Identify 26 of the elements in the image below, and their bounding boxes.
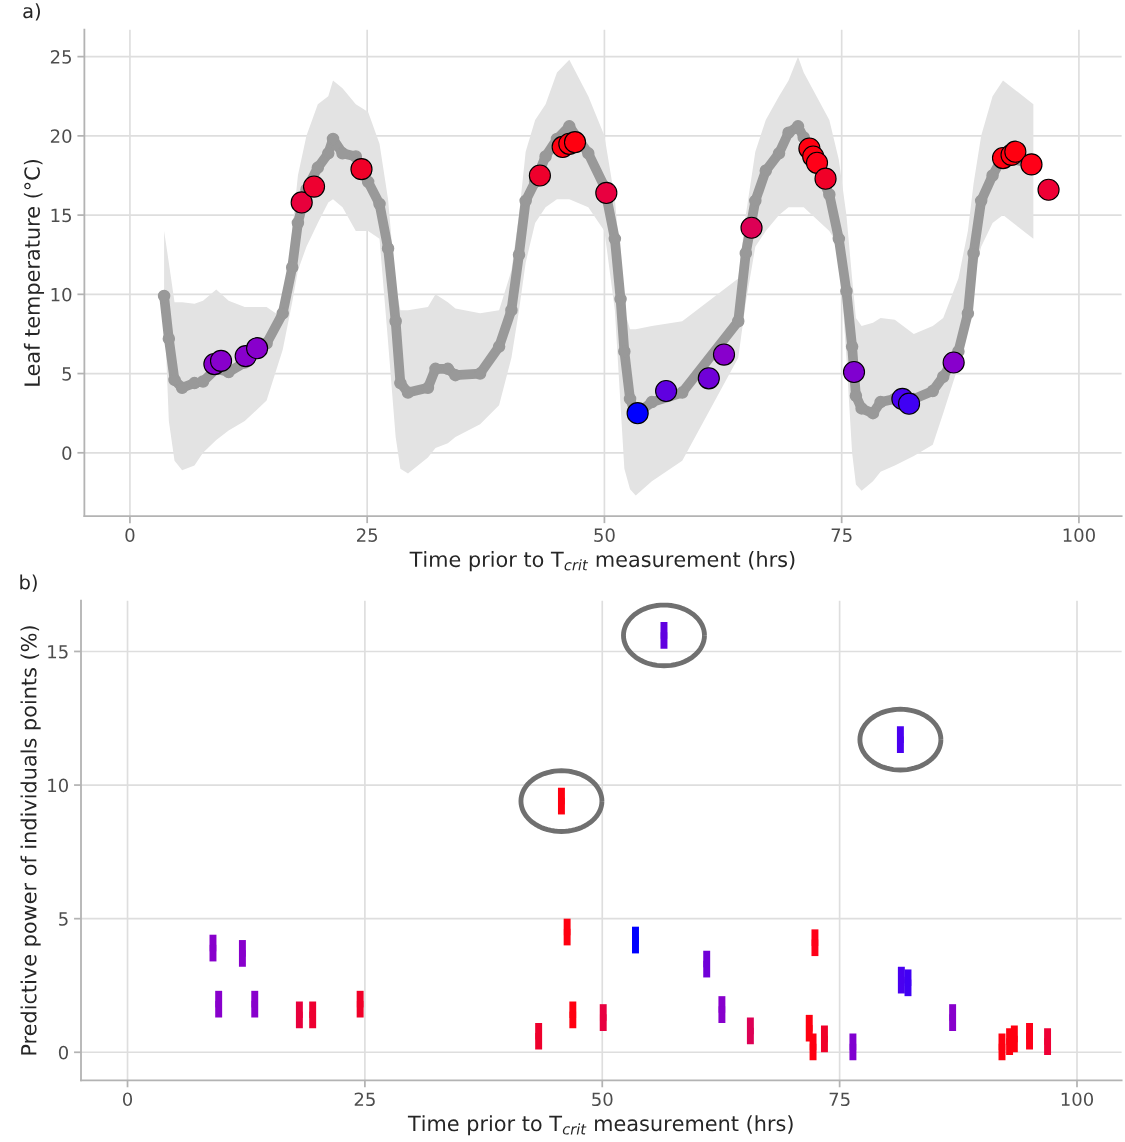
x-tick-label: 100: [1061, 1092, 1094, 1107]
chart-title: b): [20, 574, 37, 592]
x-axis-title: Time prior to T$_{crit}$ measurement (hrs): [407, 1115, 793, 1136]
y-tick-label: 10: [48, 778, 68, 793]
y-tick-label: 25: [50, 50, 71, 64]
x-tick-label: 50: [594, 528, 615, 542]
y-tick-label: 0: [62, 446, 72, 460]
y-tick-label: 0: [58, 1045, 68, 1060]
x-tick-label: 0: [122, 1092, 133, 1107]
x-tick-label: 0: [125, 528, 135, 542]
x-tick-label: 50: [592, 1092, 613, 1107]
x-tick-label: 100: [1063, 528, 1095, 542]
y-tick-label: 15: [48, 645, 68, 659]
x-tick-label: 75: [829, 1092, 850, 1107]
x-tick-label: 75: [831, 528, 852, 542]
y-tick-label: 5: [62, 367, 71, 381]
x-axis-title: Time prior to T$_{crit}$ measurement (hrs): [409, 551, 795, 572]
chart-title: a): [23, 3, 40, 21]
x-tick-label: 25: [354, 1092, 375, 1107]
y-axis-title: Leaf temperature (°C): [23, 159, 45, 386]
x-tick-label: 25: [357, 528, 378, 542]
y-tick-label: 20: [50, 129, 72, 143]
y-tick-label: 5: [59, 912, 68, 926]
y-tick-label: 10: [51, 287, 72, 302]
y-tick-label: 15: [51, 208, 71, 223]
y-axis-title: Predictive power of individuals points (%): [20, 626, 41, 1055]
